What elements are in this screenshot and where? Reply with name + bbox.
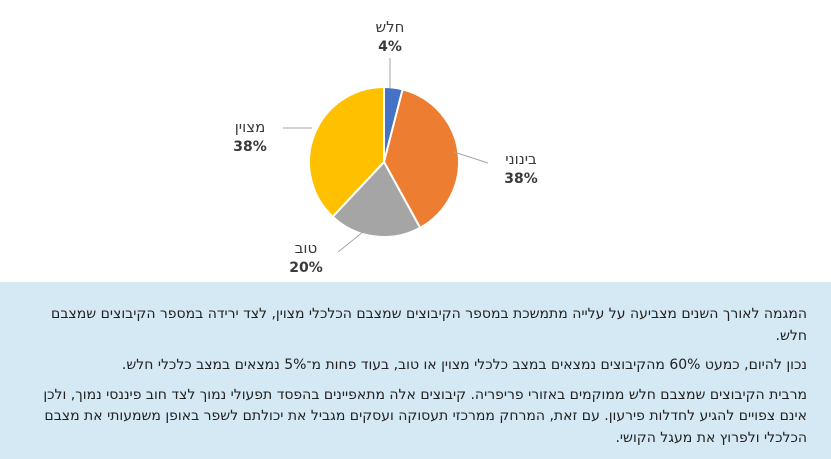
- pie-slice-medium: [382, 88, 460, 230]
- slice-label-excellent-value: 38%: [233, 139, 267, 155]
- slice-label-excellent: מצוין 38%: [218, 117, 282, 157]
- slice-label-weak-value: 4%: [378, 39, 402, 55]
- leader-line-medium: [453, 151, 489, 164]
- slice-label-good-name: טוב: [294, 239, 318, 257]
- leader-lines: [283, 58, 489, 253]
- pie-slice-excellent: [308, 85, 385, 219]
- slice-label-weak-name: חלש: [375, 18, 405, 36]
- slice-label-weak: חלש 4%: [360, 17, 420, 57]
- slice-label-excellent-name: מצוין: [234, 118, 266, 136]
- slice-label-medium-value: 38%: [504, 171, 538, 187]
- pie-chart: חלש 4% בינוני 38% טוב 20% מצוין 38%: [218, 17, 553, 278]
- slice-label-medium: בינוני 38%: [489, 149, 553, 189]
- description-paragraph-trend: המגמה לאורך השנים מצביעה על עלייה מתמשכת…: [51, 306, 807, 344]
- slice-label-good: טוב 20%: [276, 238, 336, 278]
- pie-slice-good: [331, 160, 422, 238]
- pie-slices: [308, 85, 460, 238]
- pie-chart-svg: [283, 58, 489, 253]
- slice-label-medium-name: בינוני: [505, 150, 537, 168]
- slice-label-good-value: 20%: [289, 260, 323, 276]
- leader-line-good: [337, 225, 371, 253]
- description-paragraph-current: נכון להיום, כמעט 60% מהקיבוצים נמצאים במ…: [121, 357, 807, 373]
- description-panel: המגמה לאורך השנים מצביעה על עלייה מתמשכת…: [0, 282, 831, 459]
- description-paragraph-periphery: מרבית הקיבוצים שמצבם חלש ממוקמים באזורי …: [43, 386, 807, 446]
